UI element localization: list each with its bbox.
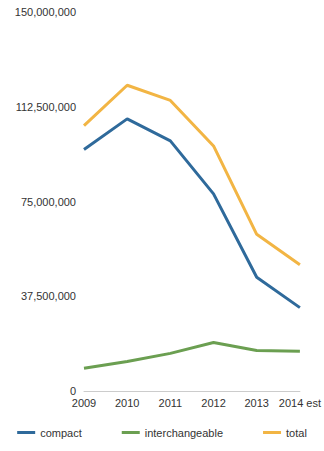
svg-text:2010: 2010 xyxy=(115,397,139,409)
svg-text:interchangeable: interchangeable xyxy=(145,427,223,439)
svg-text:112,500,000: 112,500,000 xyxy=(16,101,76,113)
svg-text:2014 est: 2014 est xyxy=(279,397,321,409)
svg-text:2009: 2009 xyxy=(72,397,96,409)
svg-text:75,000,000: 75,000,000 xyxy=(21,196,76,208)
svg-text:2013: 2013 xyxy=(244,397,268,409)
svg-text:0: 0 xyxy=(70,385,76,397)
svg-text:37,500,000: 37,500,000 xyxy=(21,290,76,302)
svg-text:total: total xyxy=(286,427,307,439)
svg-text:2012: 2012 xyxy=(201,397,225,409)
svg-text:compact: compact xyxy=(40,427,82,439)
svg-text:2011: 2011 xyxy=(159,397,183,409)
svg-text:150,000,000: 150,000,000 xyxy=(15,6,76,18)
